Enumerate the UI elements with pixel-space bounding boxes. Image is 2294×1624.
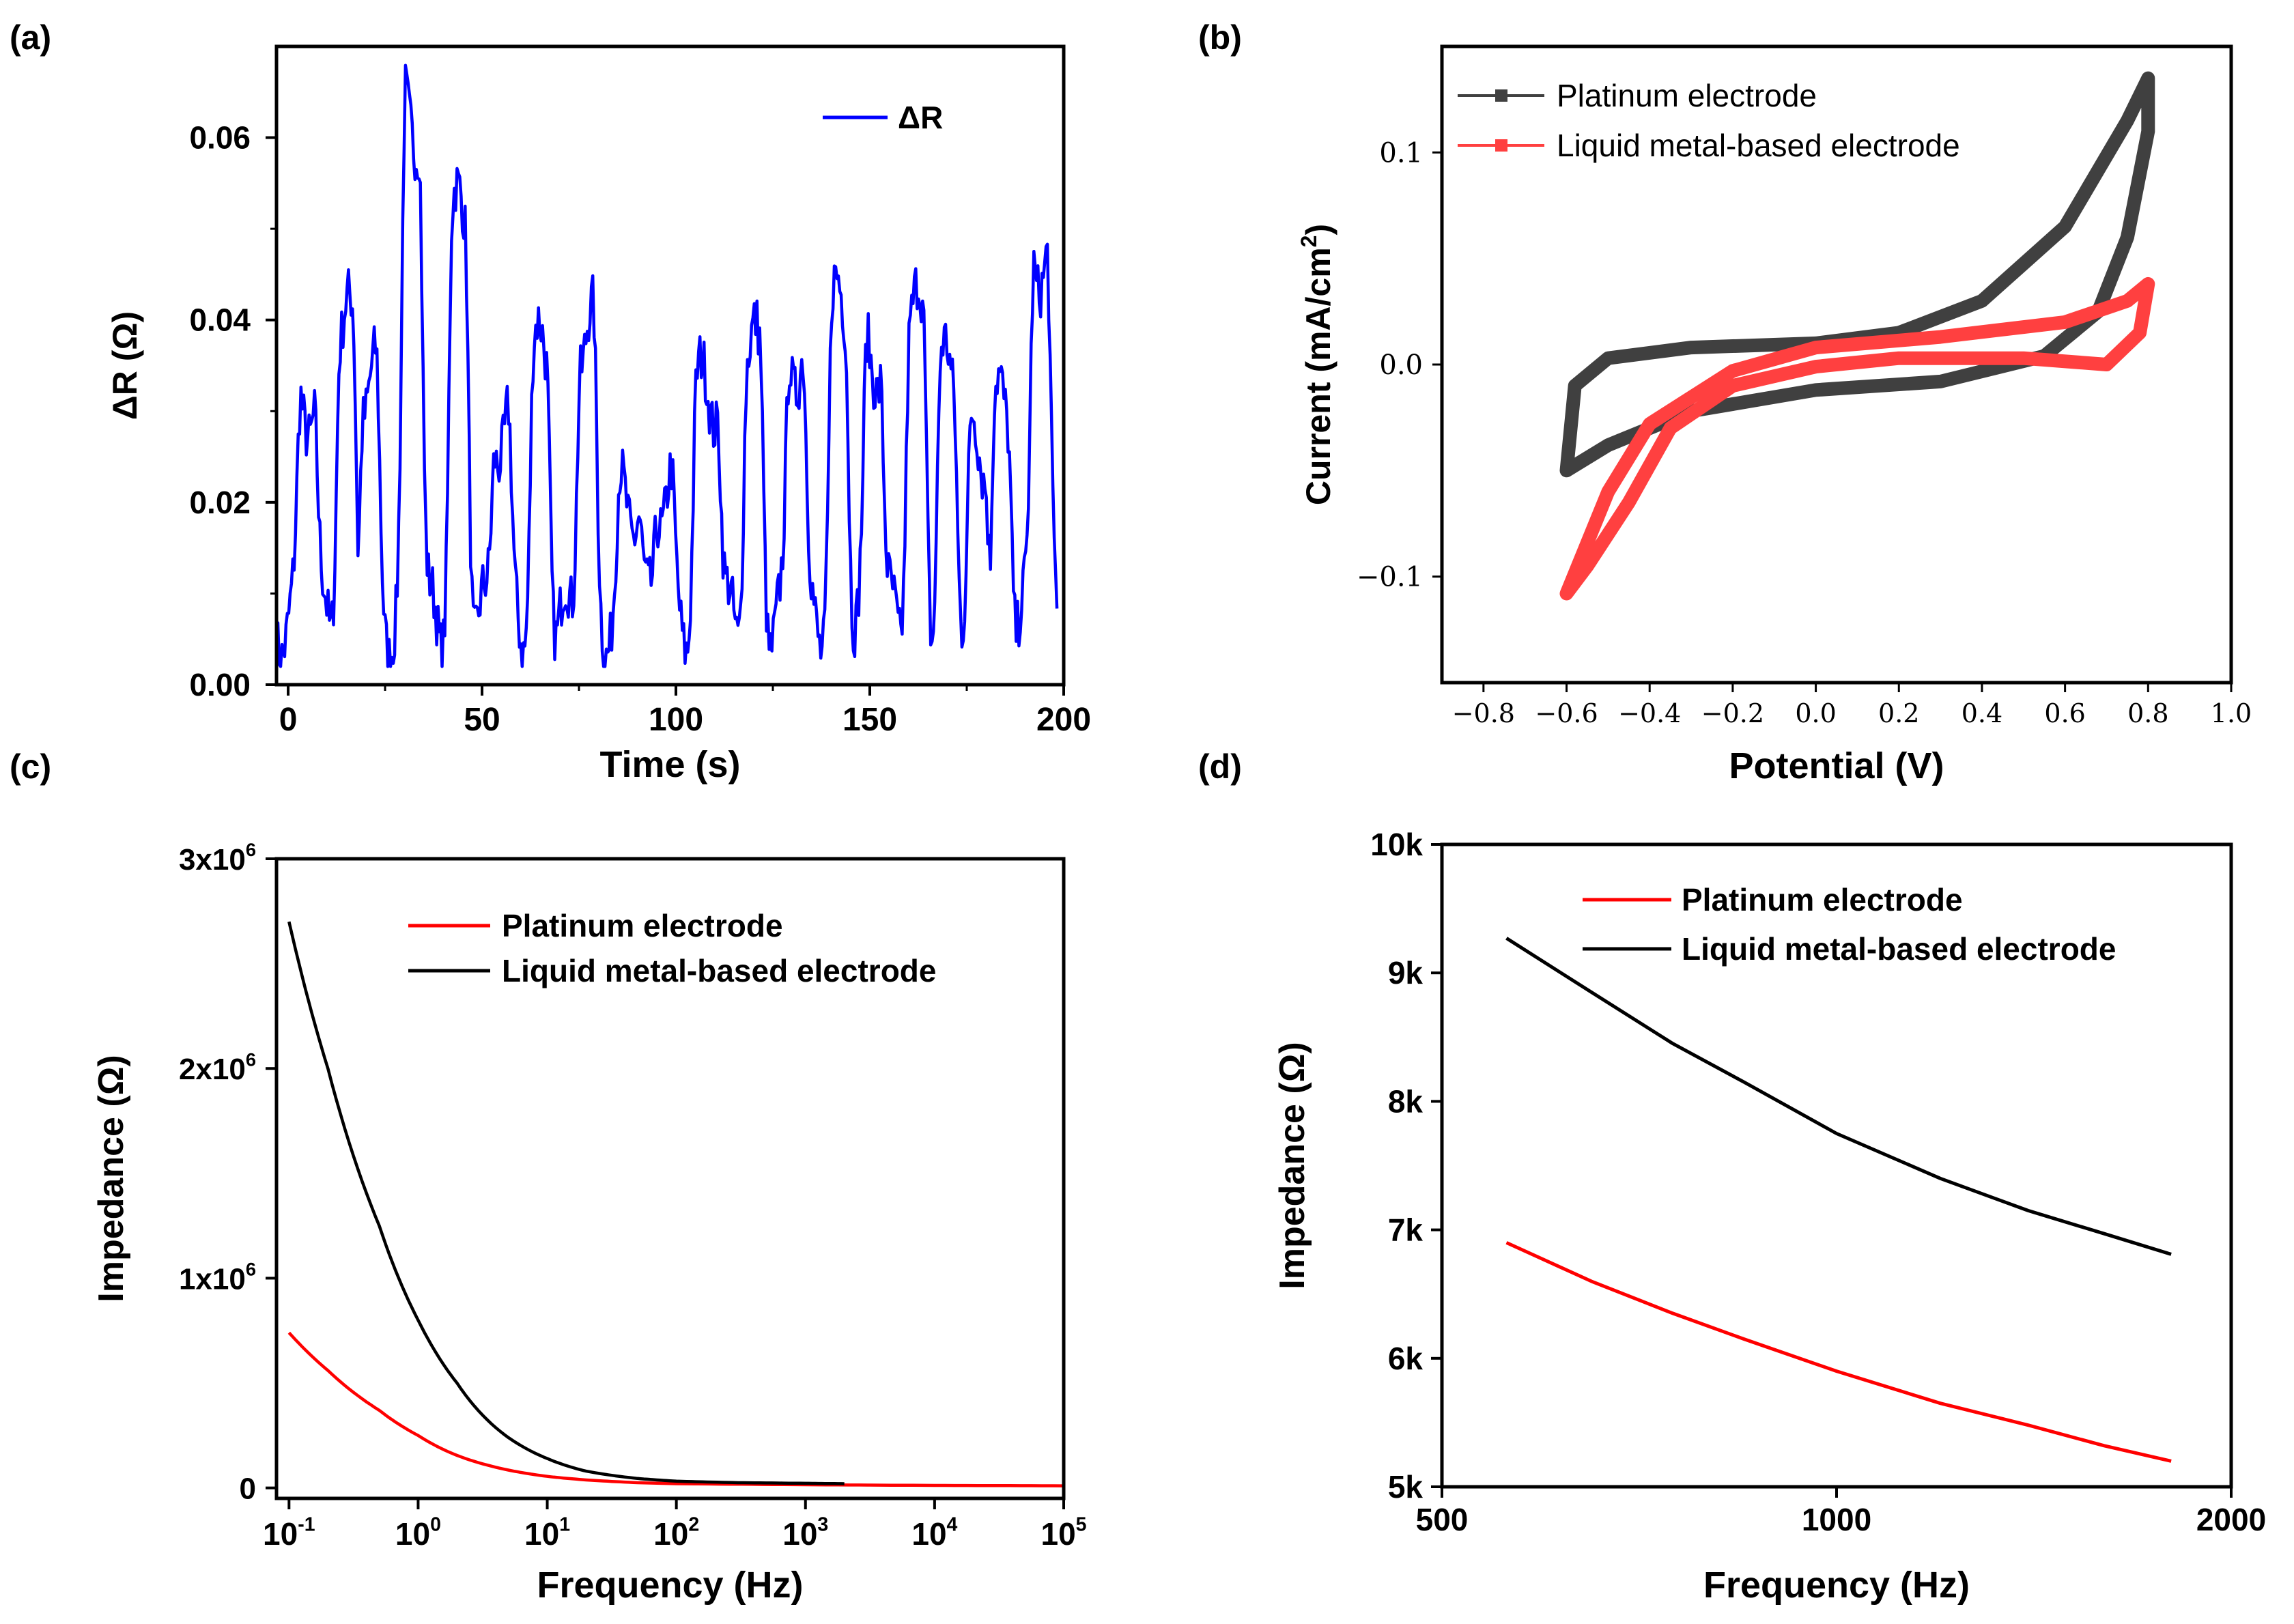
x-tick-label: 50 — [464, 702, 500, 738]
series-line-platinum — [287, 1331, 1064, 1487]
x-tick-label: 0.2 — [1878, 698, 1919, 728]
x-tick-label: 10-1 — [263, 1513, 315, 1552]
series-line-platinum — [1505, 1241, 2172, 1463]
x-tick-label: −0.8 — [1452, 698, 1515, 728]
x-axis-title: Frequency (Hz) — [537, 1565, 803, 1606]
y-tick-label: 1x106 — [179, 1259, 256, 1296]
chart-panel-b: −0.8 −0.6 −0.4 −0.2 0.0 0.2 0.4 0.6 0.8 1.0 −0.1 0.… — [1297, 44, 2252, 786]
x-axis-title: Potential (V) — [1729, 745, 1944, 786]
x-tick-label: 104 — [911, 1513, 957, 1552]
chart-panel-d: 500 1000 2000 5k 6k 7k 8k 9k 10k Platinum electro… — [1273, 827, 2266, 1606]
legend-label-1: Liquid metal-based electrode — [502, 953, 936, 988]
y-tick-label: −0.1 — [1357, 562, 1423, 593]
y-tick-label: 0.00 — [189, 667, 251, 702]
legend-label-0: Platinum electrode — [1682, 882, 1963, 917]
legend-label-1: Liquid metal-based electrode — [1557, 128, 1960, 163]
plot-frame — [1440, 44, 2233, 685]
x-tick-label: 1000 — [1802, 1502, 1871, 1537]
x-tick-label: 2000 — [2196, 1502, 2266, 1537]
x-tick-label: 0.0 — [1795, 698, 1836, 728]
y-tick-label: 5k — [1388, 1469, 1424, 1505]
chart-panel-c: 10-1 100 101 102 103 104 105 0 1x106 2x106 3x106 Pl… — [91, 839, 1087, 1606]
legend-marker-0 — [1495, 89, 1507, 102]
x-tick-label: −0.2 — [1701, 698, 1764, 728]
legend-label-0: Platinum electrode — [1557, 78, 1817, 113]
y-tick-label: 6k — [1388, 1341, 1424, 1376]
x-tick-label: 103 — [782, 1513, 828, 1552]
x-tick-label: 105 — [1040, 1513, 1086, 1552]
panel-label-c: (c) — [10, 747, 51, 786]
plot-frame — [274, 857, 1066, 1500]
legend-marker-1 — [1495, 139, 1507, 152]
y-tick-label: 2x106 — [179, 1049, 256, 1086]
x-tick-label: 1.0 — [2211, 698, 2252, 728]
x-tick-label: 150 — [842, 702, 897, 738]
y-tick-label: 0.06 — [189, 120, 251, 156]
y-axis-title: Current (mA/cm2) — [1297, 224, 1337, 505]
series-line-liquid-metal — [287, 921, 845, 1485]
series-loop-liquid-metal — [1559, 276, 2155, 601]
x-axis-title: Frequency (Hz) — [1703, 1565, 1970, 1606]
x-tick-label: 102 — [653, 1513, 699, 1552]
x-tick-label: 100 — [395, 1513, 441, 1552]
y-tick-label: 10k — [1370, 827, 1423, 862]
x-tick-label: 0.4 — [1962, 698, 2002, 728]
series-line-liquid-metal — [1505, 937, 2172, 1256]
legend-label-1: Liquid metal-based electrode — [1682, 931, 2116, 967]
panel-label-a: (a) — [10, 18, 51, 57]
x-tick-label: 100 — [649, 702, 703, 738]
plot-frame — [1440, 842, 2233, 1489]
x-tick-label: −0.4 — [1618, 698, 1681, 728]
x-tick-label: −0.6 — [1535, 698, 1598, 728]
panel-label-d: (d) — [1198, 747, 1242, 786]
y-tick-label: 0.0 — [1379, 350, 1423, 381]
y-tick-label: 3x106 — [179, 839, 256, 877]
series-loop-platinum — [1559, 71, 2155, 478]
y-axis-title: ΔR (Ω) — [106, 311, 144, 420]
chart-panel-a: 0 50 100 150 200 0.00 0.02 0.04 0.06 ΔR Time (s) ΔR… — [106, 44, 1091, 785]
y-axis-title: Impedance (Ω) — [1273, 1042, 1312, 1289]
x-tick-label: 101 — [524, 1513, 570, 1552]
x-tick-label: 500 — [1416, 1502, 1469, 1537]
y-tick-label: 0 — [240, 1472, 256, 1506]
plot-frame — [274, 44, 1066, 687]
y-tick-label: 0.1 — [1379, 137, 1423, 169]
y-tick-label: 0.04 — [189, 302, 251, 338]
x-tick-label: 0.6 — [2044, 698, 2085, 728]
legend-label-0: Platinum electrode — [502, 908, 783, 943]
y-axis-title: Impedance (Ω) — [91, 1055, 131, 1302]
series-line-delta-r — [274, 63, 1059, 668]
x-tick-label: 0 — [279, 702, 298, 738]
x-tick-label: 0.8 — [2127, 698, 2168, 728]
y-tick-label: 9k — [1388, 955, 1424, 991]
y-tick-label: 0.02 — [189, 485, 251, 520]
y-tick-label: 7k — [1388, 1212, 1424, 1248]
legend-label-delta-r: ΔR — [898, 100, 943, 135]
x-tick-label: 200 — [1036, 702, 1091, 738]
panel-label-b: (b) — [1198, 18, 1242, 57]
x-axis-title: Time (s) — [599, 744, 740, 785]
y-tick-label: 8k — [1388, 1083, 1424, 1119]
